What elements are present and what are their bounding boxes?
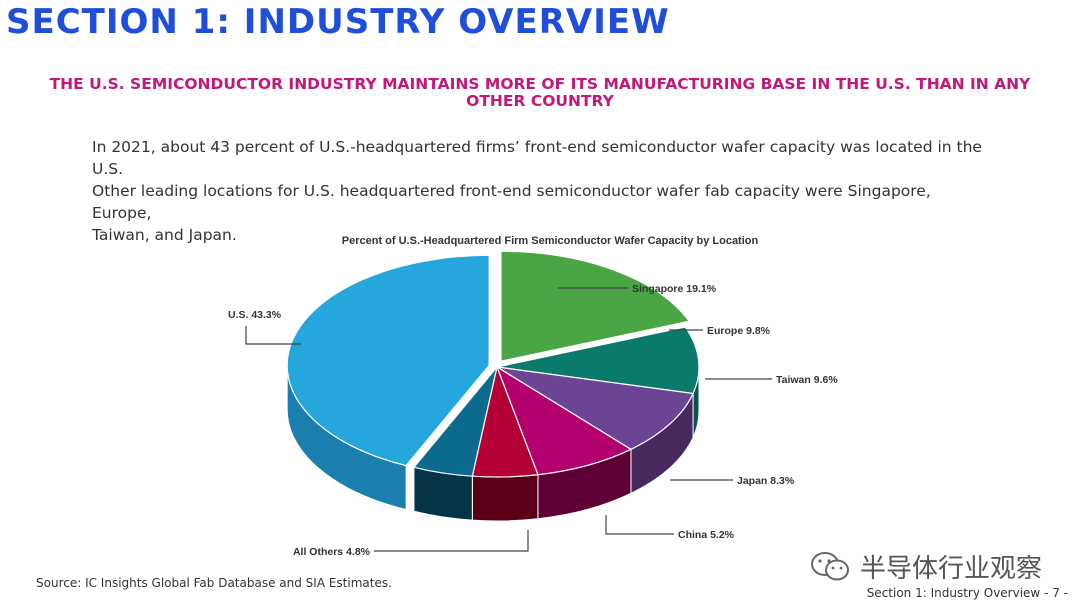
pie-side-china xyxy=(471,474,539,522)
body-line: In 2021, about 43 percent of U.S.-headqu… xyxy=(92,138,982,178)
watermark: 半导体行业观察 xyxy=(810,548,1042,585)
slice-label-u-s: U.S. 43.3% xyxy=(228,309,282,321)
pie-slice-singapore xyxy=(500,250,691,362)
slice-label-china: China 5.2% xyxy=(678,529,735,541)
watermark-text: 半导体行业观察 xyxy=(860,554,1043,584)
slice-label-singapore: Singapore 19.1% xyxy=(632,283,717,295)
leader-line-u-s xyxy=(245,326,301,345)
pie-slice-taiwan xyxy=(496,366,694,451)
wechat-icon xyxy=(811,551,849,580)
leader-line-china xyxy=(605,515,674,535)
pie-leaders xyxy=(245,287,772,552)
pie-labels: U.S. 43.3% Singapore 19.1% Europe 9.8% Taiw… xyxy=(228,283,838,558)
slice-label-japan: Japan 8.3% xyxy=(737,475,795,487)
pie-sides xyxy=(286,365,700,522)
section-title: SECTION 1: INDUSTRY OVERVIEW xyxy=(6,2,670,42)
pie-slice-all-others xyxy=(412,366,498,477)
headline: THE U.S. SEMICONDUCTOR INDUSTRY MAINTAIN… xyxy=(49,75,1031,110)
slice-label-all-others: All Others 4.8% xyxy=(293,546,371,558)
body-line: Taiwan, and Japan. xyxy=(92,226,237,244)
chart-title: Percent of U.S.-Headquartered Firm Semic… xyxy=(341,235,759,247)
pie-slice-japan xyxy=(495,365,633,476)
body-text: In 2021, about 43 percent of U.S.-headqu… xyxy=(92,136,992,246)
pie-tops xyxy=(286,250,700,478)
page-footer: Section 1: Industry Overview - 7 - xyxy=(866,586,1068,600)
body-line: Other leading locations for U.S. headqua… xyxy=(92,182,931,222)
leader-line-all-others xyxy=(374,530,529,552)
pie-slice-u-s xyxy=(286,254,490,467)
slice-label-taiwan: Taiwan 9.6% xyxy=(776,374,838,386)
source-note: Source: IC Insights Global Fab Database … xyxy=(36,576,392,590)
slice-label-europe: Europe 9.8% xyxy=(707,325,771,337)
